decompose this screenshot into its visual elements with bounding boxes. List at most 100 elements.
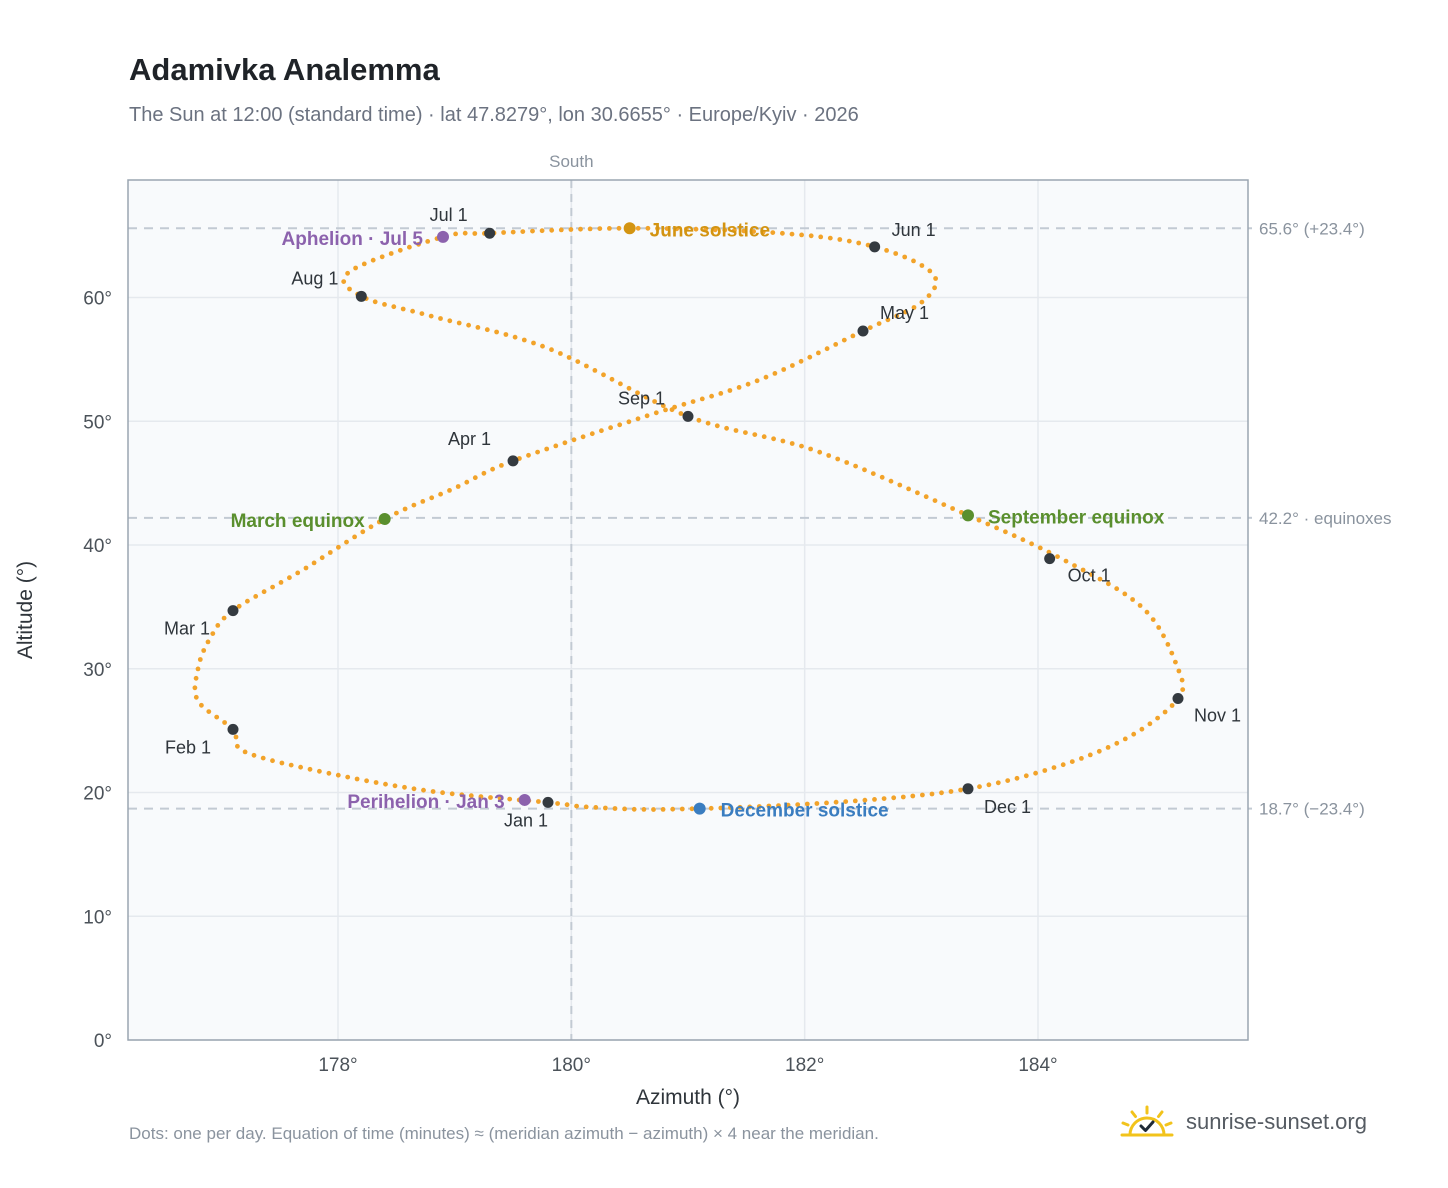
daily-sun-dot	[722, 227, 728, 233]
daily-sun-dot	[776, 803, 781, 808]
daily-sun-dot	[455, 484, 461, 489]
daily-sun-dot	[520, 229, 526, 235]
daily-sun-dot	[1106, 581, 1111, 587]
daily-sun-dot	[438, 491, 443, 497]
daily-sun-dot	[923, 494, 929, 500]
daily-sun-dot	[1042, 768, 1048, 773]
brand[interactable]: sunrise-sunset.org	[1120, 1102, 1367, 1142]
daily-sun-dot	[879, 474, 885, 480]
daily-sun-dot	[732, 228, 737, 233]
daily-sun-dot	[850, 333, 856, 339]
daily-sun-dot	[245, 598, 250, 604]
daily-sun-dot	[1180, 687, 1186, 692]
daily-sun-dot	[689, 806, 695, 812]
daily-sun-dot	[737, 804, 743, 810]
daily-sun-dot	[307, 766, 313, 772]
daily-sun-dot	[536, 799, 541, 804]
daily-sun-dot	[785, 802, 791, 808]
daily-sun-dot	[1130, 597, 1135, 602]
daily-sun-dot	[592, 368, 598, 373]
daily-sun-dot	[210, 631, 216, 636]
daily-sun-dot	[364, 778, 369, 784]
daily-sun-dot	[1033, 770, 1038, 776]
event-label: September equinox	[988, 507, 1165, 528]
daily-sun-dot	[660, 807, 666, 812]
y-tick-label: 50°	[83, 412, 112, 433]
daily-sun-dot	[894, 313, 900, 319]
daily-sun-dot	[251, 752, 257, 758]
daily-sun-dot	[941, 502, 947, 507]
daily-sun-dot	[447, 488, 452, 493]
daily-sun-dot	[743, 430, 748, 435]
daily-sun-dot	[893, 251, 899, 256]
daily-sun-dot	[562, 440, 568, 446]
daily-sun-dot	[1069, 759, 1075, 764]
daily-sun-dot	[1087, 752, 1093, 758]
daily-sun-dot	[195, 666, 201, 672]
brand-link[interactable]: sunrise-sunset.org	[1186, 1109, 1367, 1134]
daily-sun-dot	[754, 378, 760, 384]
daily-sun-dot	[383, 781, 388, 787]
daily-sun-dot	[549, 347, 554, 353]
daily-sun-dot	[926, 293, 932, 298]
daily-sun-dot	[708, 805, 714, 811]
daily-sun-dot	[709, 393, 714, 399]
month-label: Jan 1	[504, 810, 548, 830]
daily-sun-dot	[818, 234, 824, 240]
daily-sun-dot	[494, 329, 499, 335]
daily-sun-dot	[888, 478, 894, 484]
x-tick-label: 184°	[1018, 1055, 1057, 1076]
daily-sun-dot	[428, 313, 434, 319]
daily-sun-dot	[464, 479, 470, 485]
daily-sun-dot	[622, 806, 627, 812]
daily-sun-dot	[903, 309, 908, 315]
daily-sun-dot	[392, 783, 398, 789]
daily-sun-dot	[881, 796, 887, 801]
daily-sun-dot	[699, 396, 705, 402]
daily-sun-dot	[1161, 633, 1166, 639]
month-label: Feb 1	[165, 737, 211, 757]
daily-sun-dot	[1011, 533, 1017, 539]
daily-sun-dot	[584, 363, 589, 369]
daily-sun-dot	[867, 325, 873, 330]
daily-sun-dot	[539, 228, 545, 234]
daily-sun-dot	[1072, 563, 1077, 568]
south-label: South	[549, 152, 593, 171]
daily-sun-dot	[760, 229, 766, 235]
daily-sun-dot	[503, 332, 509, 337]
daily-sun-dot	[407, 244, 412, 250]
daily-sun-dot	[927, 268, 933, 274]
daily-sun-dot	[718, 391, 724, 396]
daily-sun-dot	[531, 340, 536, 346]
daily-sun-dot	[919, 299, 925, 305]
daily-sun-dot	[472, 475, 478, 481]
daily-sun-dot	[635, 225, 641, 231]
daily-sun-dot	[799, 443, 804, 449]
daily-sun-dot	[1105, 745, 1111, 750]
daily-sun-dot	[438, 316, 443, 321]
daily-sun-dot	[950, 506, 955, 511]
daily-sun-dot	[440, 790, 445, 796]
daily-sun-dot	[1122, 736, 1128, 742]
daily-sun-dot	[678, 411, 684, 416]
daily-sun-dot	[856, 240, 862, 246]
daily-sun-dot	[1023, 773, 1029, 779]
month-label: Oct 1	[1068, 566, 1111, 586]
daily-sun-dot	[1169, 703, 1175, 708]
daily-sun-dot	[876, 321, 882, 326]
daily-sun-dot	[388, 251, 394, 256]
daily-sun-dot	[727, 388, 733, 393]
event-marker	[378, 513, 391, 526]
daily-sun-dot	[1139, 726, 1145, 732]
daily-sun-dot	[354, 776, 360, 782]
month-label: Jun 1	[892, 220, 936, 240]
month-label: May 1	[880, 303, 929, 323]
daily-sun-dot	[994, 525, 999, 531]
daily-sun-dot	[1155, 715, 1160, 721]
daily-sun-dot	[870, 471, 876, 476]
reference-line-label: 42.2° · equinoxes	[1259, 509, 1392, 528]
daily-sun-dot	[472, 231, 478, 236]
daily-sun-dot	[193, 675, 199, 681]
daily-sun-dot	[771, 436, 776, 442]
